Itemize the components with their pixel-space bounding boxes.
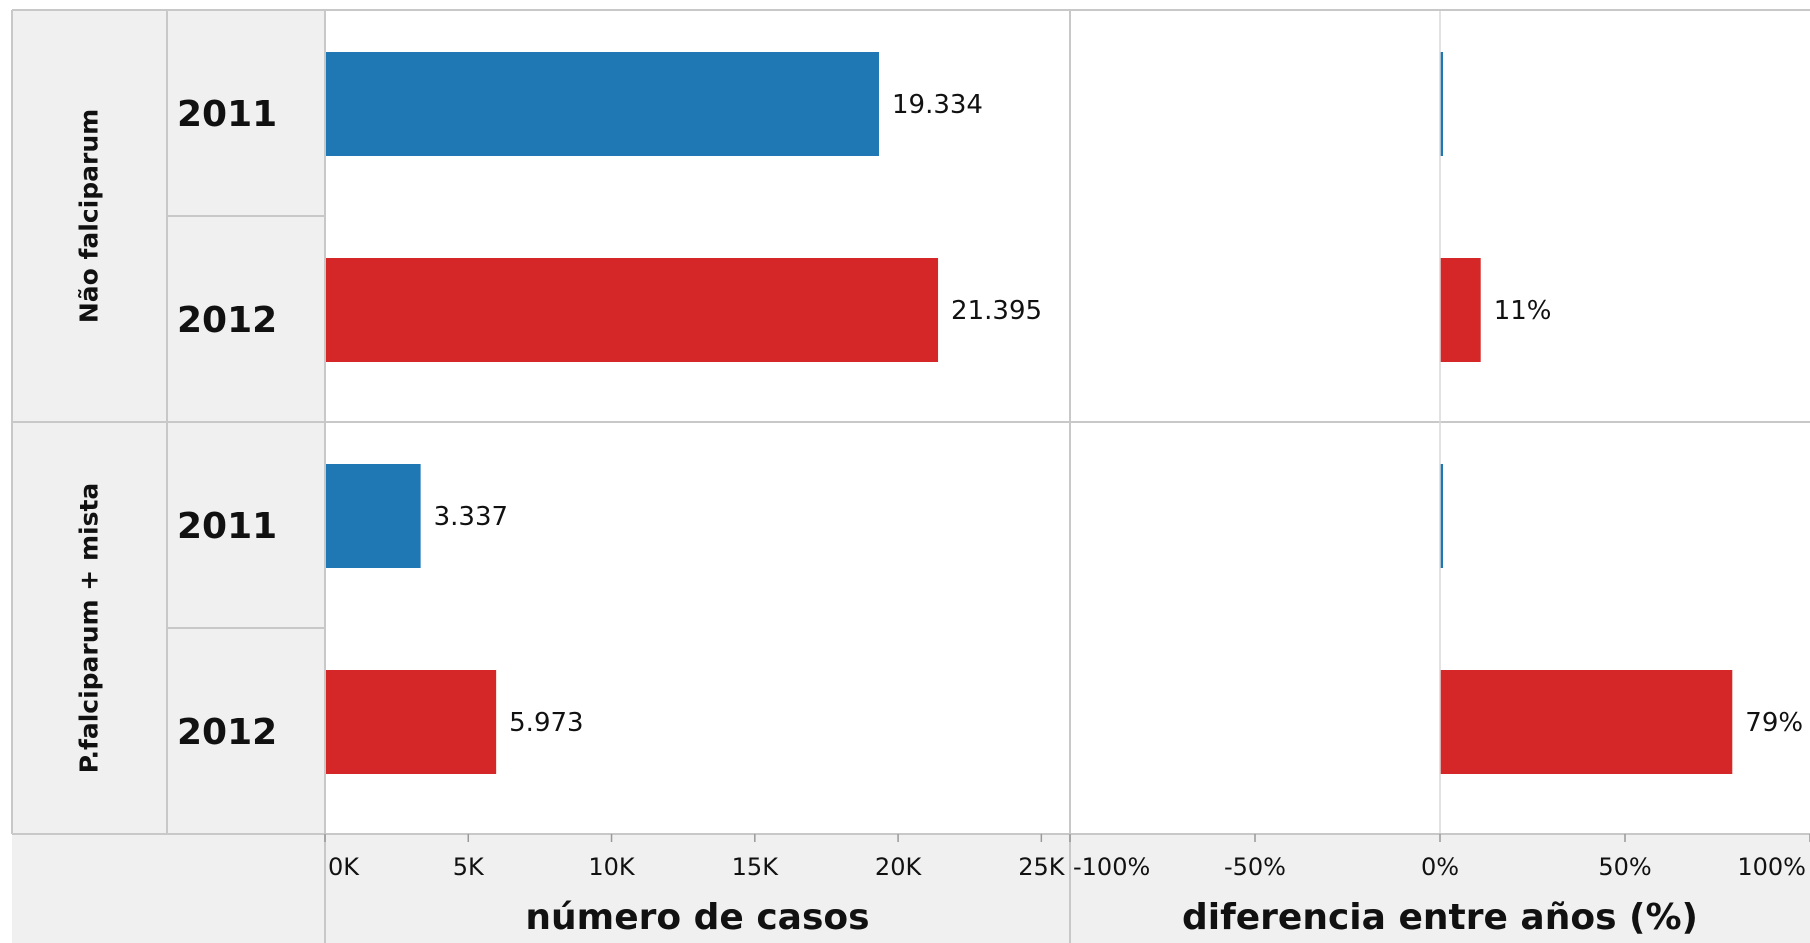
group-label: Não falciparum <box>75 109 104 323</box>
tick-label: 50% <box>1598 853 1651 881</box>
tick-label: -50% <box>1224 853 1286 881</box>
bar <box>1440 464 1443 568</box>
data-label: 5.973 <box>509 708 583 738</box>
bar <box>325 258 939 362</box>
year-label: 2012 <box>177 712 277 753</box>
tick-label: 25K <box>1018 853 1066 881</box>
tick-label: 100% <box>1737 853 1806 881</box>
year-label: 2011 <box>177 94 277 135</box>
tick-label: 5K <box>453 853 485 881</box>
bar <box>325 670 497 774</box>
bar <box>1440 258 1481 362</box>
data-label: 11% <box>1494 296 1552 326</box>
tick-label: 20K <box>875 853 923 881</box>
data-label: 21.395 <box>951 296 1042 326</box>
bar <box>1440 670 1733 774</box>
axis-title: diferencia entre años (%) <box>1182 897 1698 938</box>
year-label: 2012 <box>177 300 277 341</box>
group-label: P.falciparum + mista <box>75 483 104 774</box>
data-label: 3.337 <box>434 502 508 532</box>
tick-label: 10K <box>588 853 636 881</box>
axis-strip-background <box>12 834 1810 943</box>
tick-label: 0K <box>328 853 360 881</box>
data-label: 79% <box>1745 708 1803 738</box>
bar <box>325 464 421 568</box>
year-label: 2011 <box>177 506 277 547</box>
data-label: 19.334 <box>892 90 983 120</box>
tick-label: 15K <box>732 853 780 881</box>
axis-title: número de casos <box>525 897 869 938</box>
bar <box>325 52 879 156</box>
bar <box>1440 52 1443 156</box>
tick-label: 0% <box>1421 853 1459 881</box>
tick-label: -100% <box>1073 853 1150 881</box>
